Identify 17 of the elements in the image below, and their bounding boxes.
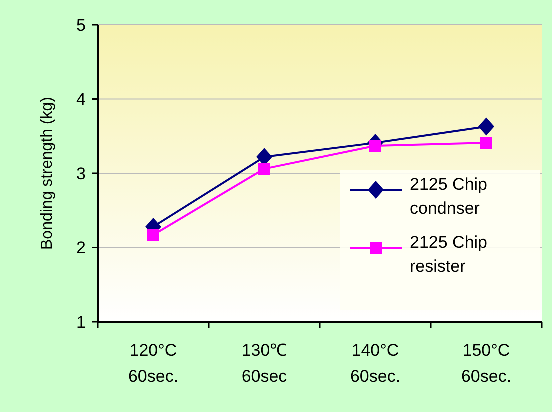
x-tick-label: 120°C 60sec. <box>128 341 179 386</box>
y-tick-label: 4 <box>76 90 86 110</box>
point <box>370 140 382 152</box>
point <box>148 229 160 242</box>
y-tick-label: 1 <box>76 312 86 332</box>
point <box>478 118 494 136</box>
point <box>480 137 492 150</box>
x-tick-label: 140°C 60sec. <box>350 341 401 386</box>
y-tick-label: 3 <box>76 164 86 184</box>
point <box>258 163 270 176</box>
x-tick-label: 150°C 60sec. <box>461 341 512 386</box>
legend-label: 2125 Chip condnser <box>410 175 488 218</box>
y-tick-label: 2 <box>76 238 86 258</box>
x-tick-label: 130℃ 60sec <box>242 341 288 386</box>
y-axis-title: Bonding strength (kg) <box>39 97 56 250</box>
y-tick-label: 5 <box>76 16 86 35</box>
legend-label: 2125 Chip resister <box>410 233 488 276</box>
